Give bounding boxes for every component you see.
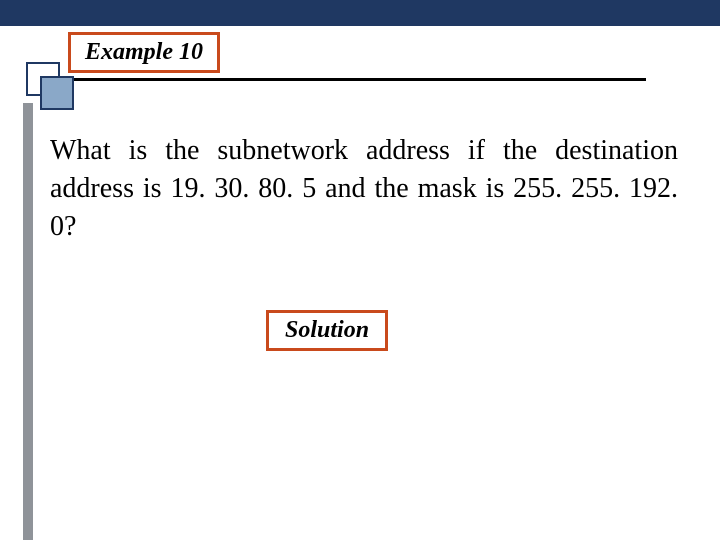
- example-label-text: Example 10: [85, 39, 203, 65]
- question-text-content: What is the subnetwork address if the de…: [50, 135, 678, 242]
- solution-label-text: Solution: [285, 317, 369, 343]
- decorative-square-front: [40, 76, 74, 110]
- question-body: What is the subnetwork address if the de…: [50, 132, 678, 245]
- solution-label-box: Solution: [266, 310, 388, 351]
- horizontal-divider: [58, 78, 646, 81]
- top-header-bar: [0, 0, 720, 26]
- example-label-box: Example 10: [68, 32, 220, 73]
- left-vertical-bar: [23, 103, 33, 540]
